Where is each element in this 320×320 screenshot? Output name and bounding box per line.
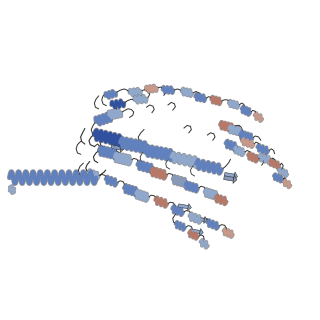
Polygon shape: [199, 228, 203, 236]
Polygon shape: [178, 204, 188, 209]
Polygon shape: [195, 217, 204, 221]
Polygon shape: [224, 176, 234, 181]
Polygon shape: [120, 144, 124, 152]
Polygon shape: [121, 141, 125, 149]
Polygon shape: [188, 204, 191, 211]
Polygon shape: [234, 172, 237, 180]
Polygon shape: [112, 141, 122, 147]
Polygon shape: [233, 175, 237, 183]
Polygon shape: [190, 229, 200, 234]
Polygon shape: [111, 145, 121, 150]
Polygon shape: [224, 172, 235, 178]
Polygon shape: [204, 216, 207, 223]
